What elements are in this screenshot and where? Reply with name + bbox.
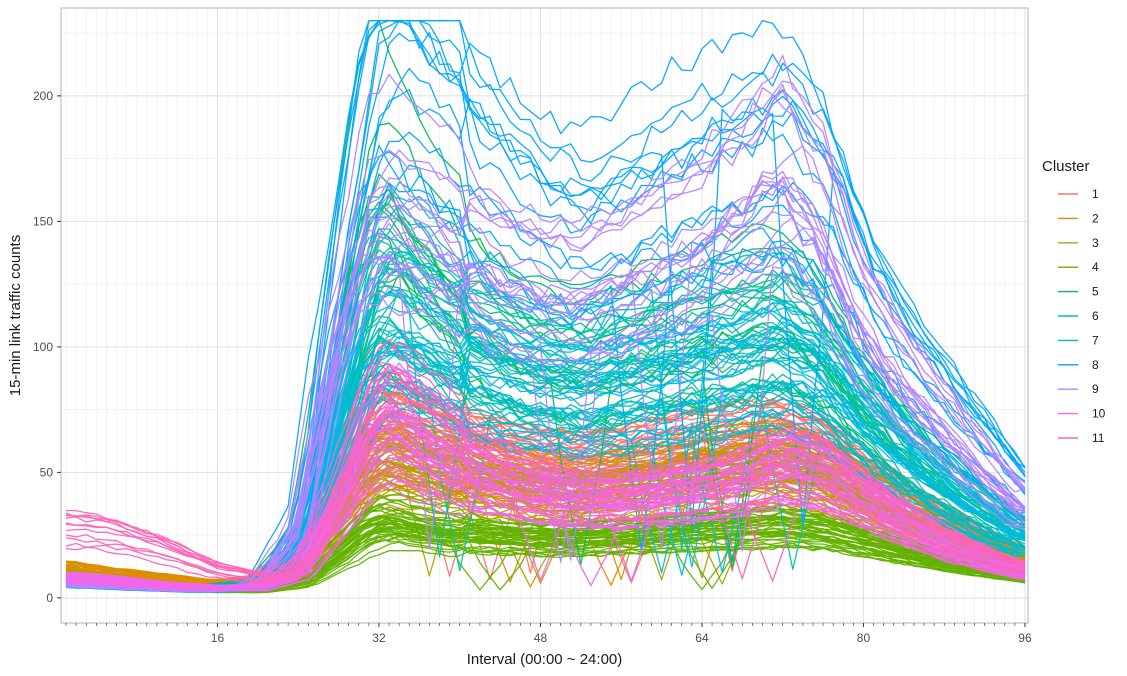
series-line [65,419,1026,582]
axis-ticks: 16 32 48 64 80 96 0 50 100 150 200 [33,89,1032,645]
y-tick-label: 150 [33,214,53,228]
series-line [65,426,1026,590]
series-line [65,368,1026,575]
series-lines [65,19,1026,594]
series-line [65,438,1026,584]
legend-label-1: 1 [1092,187,1099,201]
series-line [65,400,1026,593]
series-line [65,456,1026,584]
y-tick-label: 0 [46,591,53,605]
x-tick-label: 32 [372,631,386,645]
series-line [65,19,1026,586]
series-11 [65,338,1026,584]
legend-label-5: 5 [1092,285,1099,299]
legend-label-11: 11 [1092,431,1105,445]
series-line [65,396,1026,578]
y-axis-title: 15-min link traffic counts [7,235,24,396]
y-tick-label: 100 [33,340,53,354]
legend: 1 2 3 4 5 6 7 8 9 10 11 [1058,187,1106,445]
x-tick-label: 64 [695,631,709,645]
series-line [65,413,1026,588]
legend-label-10: 10 [1092,407,1106,421]
x-tick-label: 96 [1018,631,1032,645]
y-tick-label: 50 [40,465,54,479]
series-line [65,409,1026,582]
legend-label-3: 3 [1092,236,1099,250]
legend-title: Cluster [1042,158,1090,175]
legend-label-7: 7 [1092,333,1099,347]
legend-label-4: 4 [1092,260,1099,274]
plot-border [60,7,1029,624]
legend-label-8: 8 [1092,358,1099,372]
series-line [65,397,1026,580]
x-tick-label: 48 [534,631,548,645]
legend-label-6: 6 [1092,309,1099,323]
legend-label-2: 2 [1092,211,1099,225]
series-line [65,458,1026,591]
x-tick-label: 16 [211,631,225,645]
x-tick-label: 80 [857,631,871,645]
y-tick-label: 200 [33,89,53,103]
x-axis-title: Interval (00:00 ~ 24:00) [467,651,623,668]
series-line [65,342,1026,575]
legend-label-9: 9 [1092,382,1099,396]
series-line [65,385,1026,579]
